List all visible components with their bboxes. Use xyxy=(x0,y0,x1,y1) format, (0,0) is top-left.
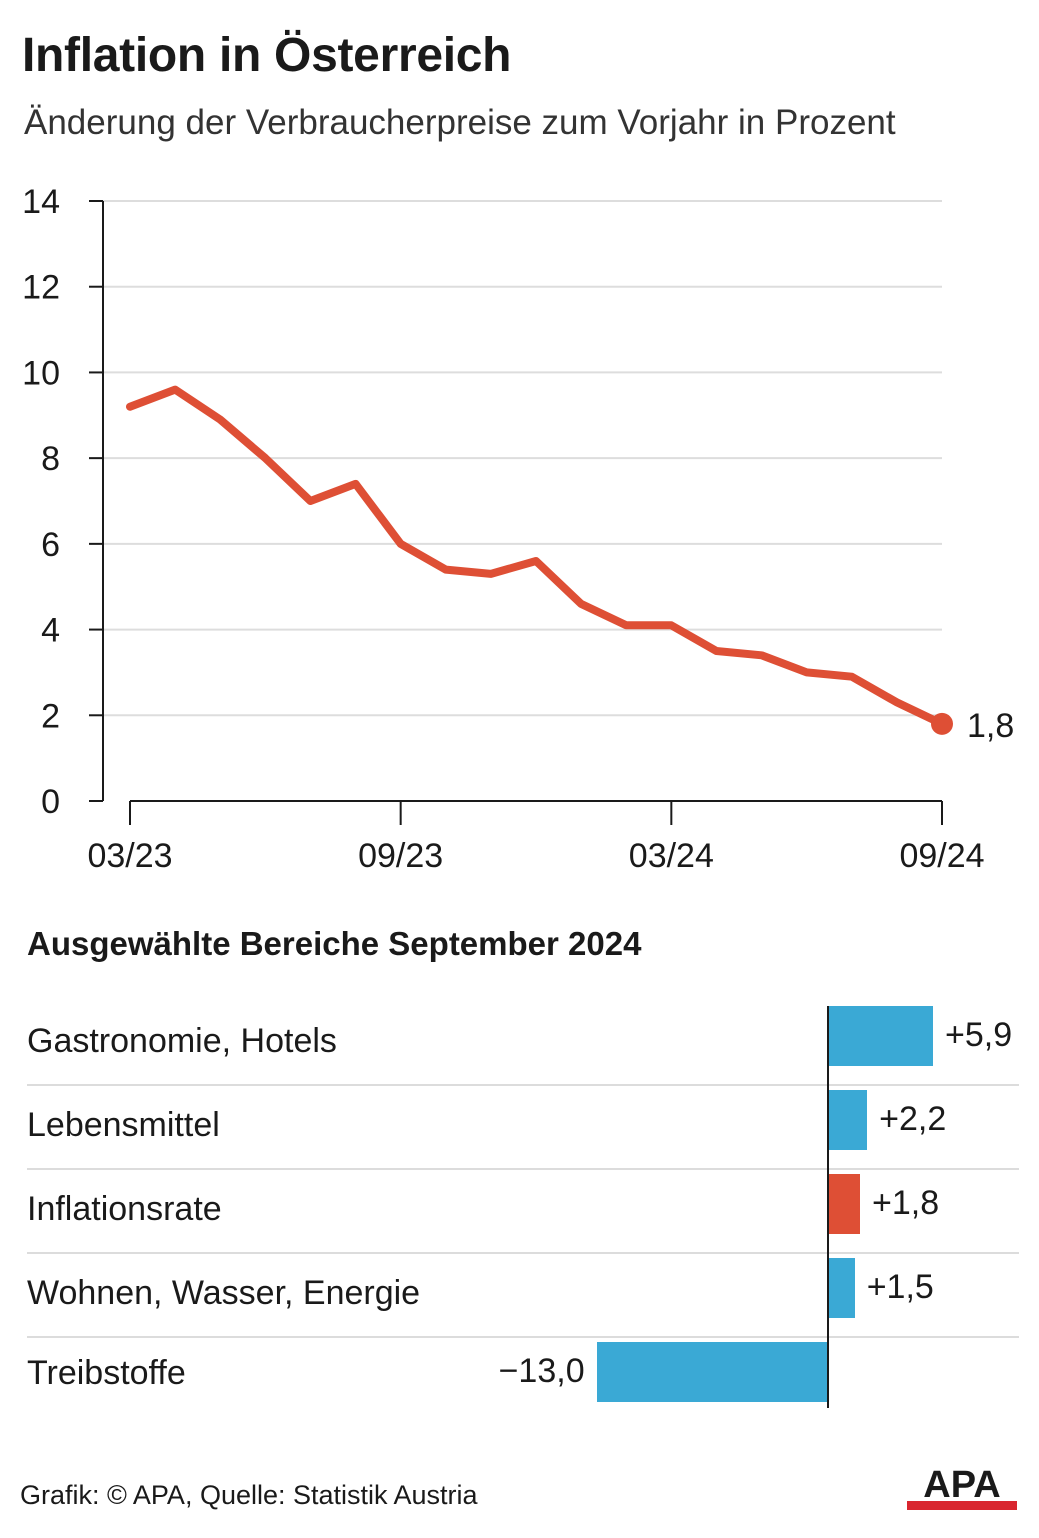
y-tick-label: 8 xyxy=(41,440,60,478)
x-tick-label: 03/23 xyxy=(87,837,172,875)
y-tick-label: 0 xyxy=(41,783,60,821)
apa-logo-text: APA xyxy=(923,1464,1000,1506)
bar-value-label: +1,5 xyxy=(866,1268,934,1306)
apa-logo-bar xyxy=(907,1501,1017,1510)
y-tick-label: 10 xyxy=(22,354,60,392)
bar-row: Lebensmittel +2,2 xyxy=(27,1084,1019,1170)
chart-subtitle: Änderung der Verbraucherpreise zum Vorja… xyxy=(24,103,896,142)
bar-row: Wohnen, Wasser, Energie +1,5 xyxy=(27,1252,1019,1338)
bar-value-label: +5,9 xyxy=(945,1016,1013,1054)
bar-value-label: +1,8 xyxy=(872,1184,940,1222)
chart-title: Inflation in Österreich xyxy=(22,29,512,82)
bar-chart: Gastronomie, Hotels +5,9 Lebensmittel +2,2 I… xyxy=(0,1000,1039,1420)
y-tick-label: 2 xyxy=(41,697,60,735)
bar-category-label: Inflationsrate xyxy=(27,1190,222,1228)
bar-category-label: Lebensmittel xyxy=(27,1106,220,1144)
bar-category-label: Gastronomie, Hotels xyxy=(27,1022,337,1060)
bar-row: Gastronomie, Hotels +5,9 xyxy=(27,1000,1019,1086)
y-tick-label: 14 xyxy=(22,183,60,221)
bar-row: Treibstoffe −13,0 xyxy=(27,1336,1019,1420)
x-tick-label: 03/24 xyxy=(629,837,714,875)
bar xyxy=(596,1342,828,1402)
bar-row: Inflationsrate +1,8 xyxy=(27,1168,1019,1254)
series-line-inflation xyxy=(126,385,946,728)
x-tick-label: 09/24 xyxy=(899,837,984,875)
line-chart: 0 2 4 6 8 10 12 14 03/23 09/23 03/24 09/24 1,8 xyxy=(22,183,1014,875)
bar-category-label: Wohnen, Wasser, Energie xyxy=(27,1274,421,1312)
end-point-label: 1,8 xyxy=(967,707,1014,745)
bar xyxy=(828,1174,861,1234)
source-credit: Grafik: © APA, Quelle: Statistik Austria xyxy=(20,1480,478,1510)
y-tick-label: 4 xyxy=(41,612,60,650)
bar-value-label: +2,2 xyxy=(879,1100,947,1138)
bar-category-label: Treibstoffe xyxy=(27,1354,186,1392)
zero-line xyxy=(827,1006,829,1408)
bar-section-title: Ausgewählte Bereiche September 2024 xyxy=(27,925,642,962)
bar-value-label: −13,0 xyxy=(498,1352,585,1390)
y-tick-label: 6 xyxy=(41,526,60,564)
apa-logo: APA xyxy=(907,1464,1017,1510)
x-tick-label: 09/23 xyxy=(358,837,443,875)
bar xyxy=(828,1258,855,1318)
end-point-marker xyxy=(931,712,953,735)
bar xyxy=(828,1090,868,1150)
bar xyxy=(828,1006,934,1066)
y-tick-label: 12 xyxy=(22,269,60,307)
